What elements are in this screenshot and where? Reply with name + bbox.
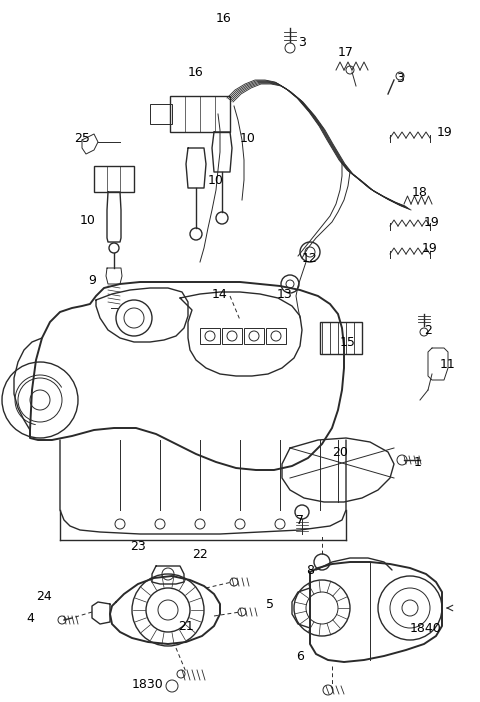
Text: 9: 9: [88, 274, 96, 286]
Text: 14: 14: [212, 288, 228, 300]
Text: 10: 10: [80, 213, 96, 227]
Text: 12: 12: [302, 251, 318, 265]
Text: 11: 11: [440, 357, 456, 371]
Text: 19: 19: [437, 126, 453, 138]
Text: 13: 13: [277, 288, 293, 300]
Text: 3: 3: [298, 36, 306, 48]
Text: 22: 22: [192, 548, 208, 560]
Text: 17: 17: [338, 46, 354, 58]
Bar: [170, 96, 230, 132]
Text: 1840: 1840: [410, 621, 442, 635]
Text: 20: 20: [332, 446, 348, 458]
Bar: [266, 328, 286, 344]
Text: 1: 1: [414, 456, 422, 468]
Text: 8: 8: [306, 564, 314, 576]
Text: 21: 21: [178, 619, 194, 633]
Text: 16: 16: [216, 11, 232, 25]
Text: 23: 23: [130, 540, 146, 552]
Bar: [94, 166, 134, 192]
Text: 24: 24: [36, 590, 52, 602]
Text: 3: 3: [396, 72, 404, 84]
Text: 5: 5: [266, 597, 274, 611]
Text: 7: 7: [296, 513, 304, 526]
Text: 2: 2: [424, 324, 432, 336]
Text: 4: 4: [26, 611, 34, 625]
Bar: [222, 328, 242, 344]
Text: 25: 25: [74, 131, 90, 145]
Text: 16: 16: [188, 65, 204, 79]
Bar: [150, 104, 172, 124]
Text: 15: 15: [340, 336, 356, 348]
Text: 1830: 1830: [132, 677, 164, 691]
Bar: [244, 328, 264, 344]
Text: 19: 19: [424, 216, 440, 228]
Bar: [200, 328, 220, 344]
Bar: [320, 322, 362, 354]
Text: 10: 10: [208, 173, 224, 187]
Text: 19: 19: [422, 241, 438, 255]
Text: 10: 10: [240, 131, 256, 145]
Text: 6: 6: [296, 649, 304, 663]
Text: 18: 18: [412, 185, 428, 199]
